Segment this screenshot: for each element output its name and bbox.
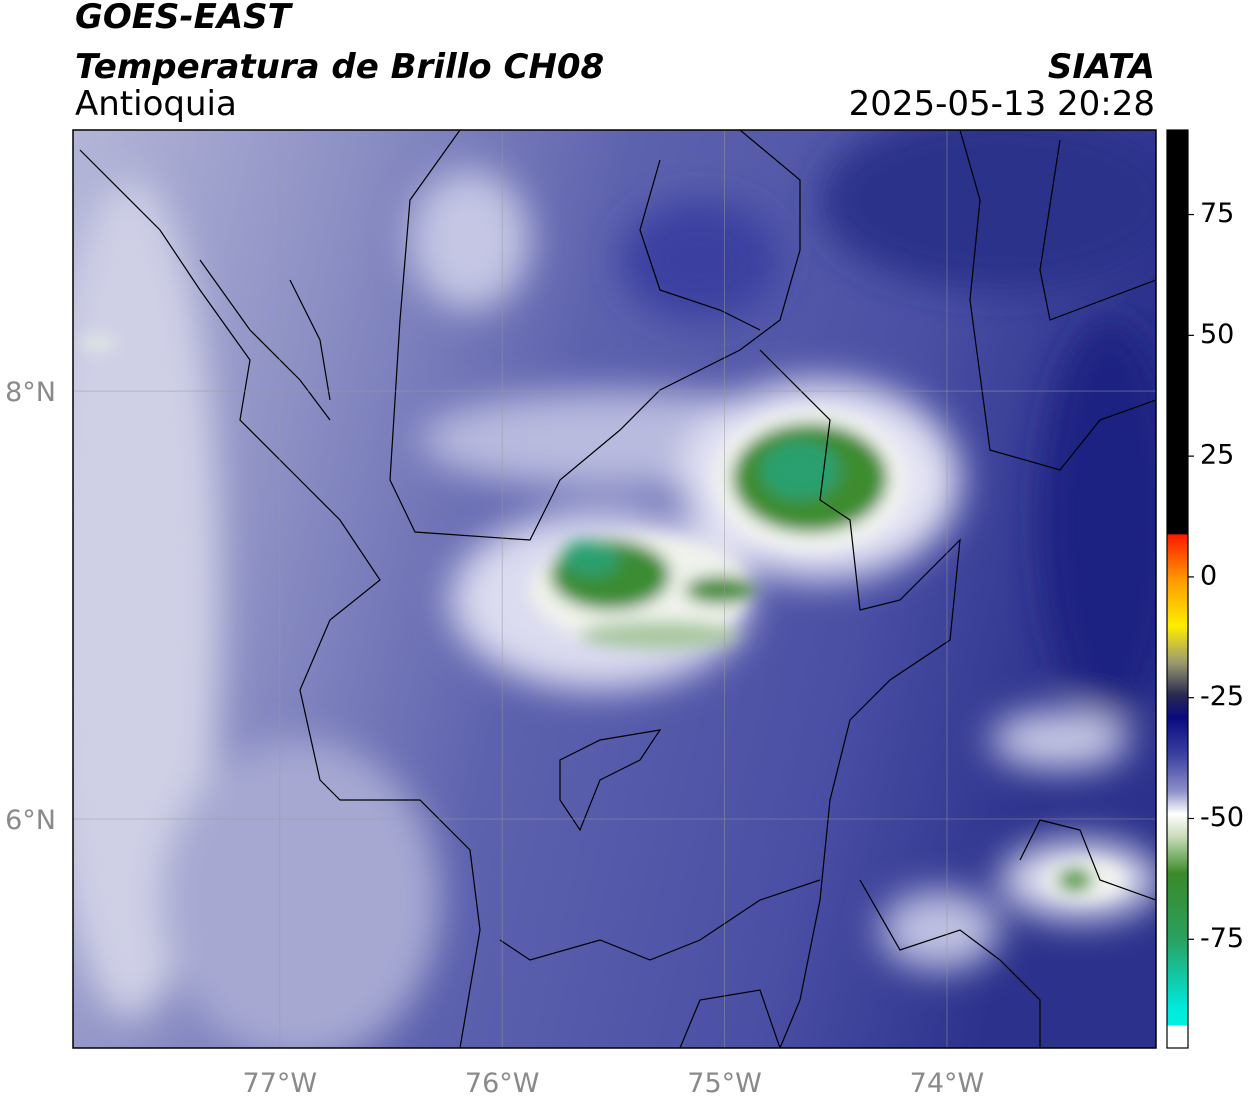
graticule [73,130,1156,1048]
colorbar-tick-label: -50 [1200,802,1244,833]
subtitle: Temperatura de Brillo CH08 [75,47,604,87]
lon-tick-label: 74°W [910,1068,985,1099]
colorbar-tick-label: -75 [1200,923,1244,954]
lat-tick-label: 8°N [5,377,56,408]
colorbar-tick-label: 25 [1200,440,1234,471]
source: SIATA [1048,47,1155,87]
lon-tick-label: 77°W [243,1068,318,1099]
lat-tick-label: 6°N [5,805,56,836]
lon-tick-label: 75°W [687,1068,762,1099]
region: Antioquia [75,84,237,124]
colorbar-tick-label: 75 [1200,198,1234,229]
colorbar-tick-label: 50 [1200,319,1234,350]
datetime: 2025-05-13 20:28 [849,84,1155,124]
satellite-image [73,130,1156,1048]
map-frame [72,129,1157,1049]
colorbar [1166,129,1189,1049]
colorbar-tick-label: -25 [1200,681,1244,712]
lon-tick-label: 76°W [465,1068,540,1099]
colorbar-ticks: 75 50 25 0 -25 -50 -75 [1188,198,1244,954]
title: GOES-EAST [75,0,294,37]
colorbar-tick-label: 0 [1200,560,1217,591]
